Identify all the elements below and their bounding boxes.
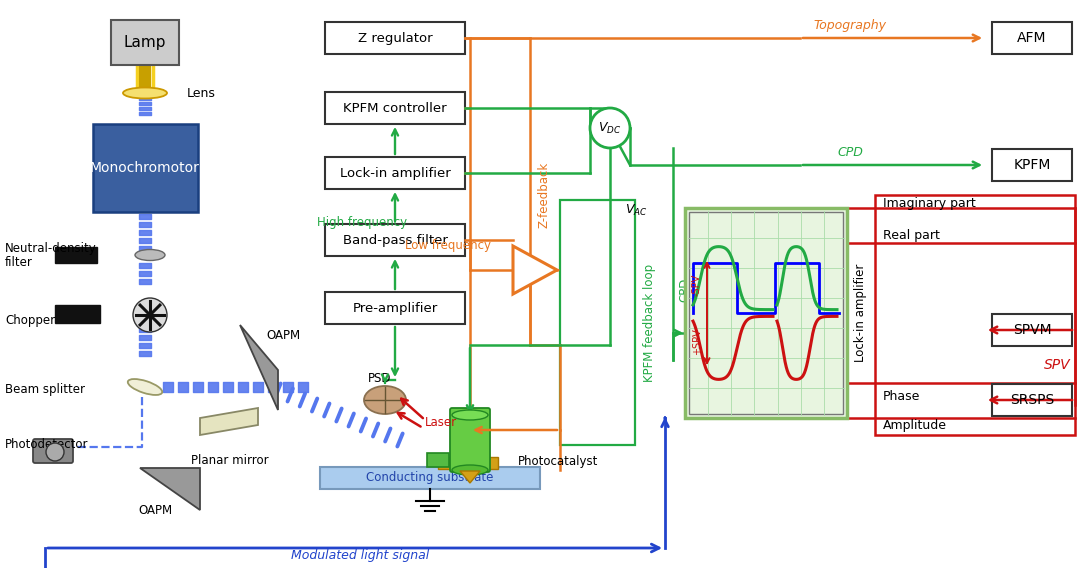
FancyBboxPatch shape — [685, 208, 847, 418]
Ellipse shape — [127, 379, 162, 395]
Text: CPD: CPD — [678, 278, 691, 302]
Text: PSD: PSD — [368, 371, 392, 385]
FancyBboxPatch shape — [438, 457, 498, 469]
Text: $V_{AC}$: $V_{AC}$ — [625, 202, 648, 218]
Text: Pre-amplifier: Pre-amplifier — [352, 302, 437, 315]
Polygon shape — [240, 325, 278, 410]
Text: Z regulator: Z regulator — [357, 31, 432, 44]
Text: Monochromotor: Monochromotor — [90, 161, 200, 175]
Text: Band-pass filter: Band-pass filter — [342, 233, 447, 247]
Text: Imaginary part: Imaginary part — [883, 197, 975, 210]
FancyBboxPatch shape — [325, 292, 465, 324]
Text: High frequency: High frequency — [318, 215, 407, 228]
Text: Real part: Real part — [883, 228, 940, 241]
FancyBboxPatch shape — [55, 247, 97, 263]
FancyBboxPatch shape — [993, 384, 1072, 416]
Text: OAPM: OAPM — [266, 328, 300, 341]
Text: Planar mirror: Planar mirror — [191, 453, 269, 466]
Text: +SPV: +SPV — [692, 328, 702, 354]
Circle shape — [590, 108, 630, 148]
Text: Photocatalyst: Photocatalyst — [518, 456, 598, 469]
Ellipse shape — [135, 249, 165, 261]
Text: Chopper: Chopper — [5, 314, 55, 327]
Polygon shape — [140, 468, 200, 510]
Text: Conducting substrate: Conducting substrate — [366, 471, 494, 485]
FancyBboxPatch shape — [139, 65, 151, 89]
Text: Amplitude: Amplitude — [883, 419, 947, 432]
Text: Beam splitter: Beam splitter — [5, 383, 85, 396]
Text: Photodetector: Photodetector — [5, 437, 89, 450]
FancyBboxPatch shape — [93, 124, 198, 212]
FancyBboxPatch shape — [33, 439, 73, 463]
Circle shape — [46, 443, 64, 461]
FancyBboxPatch shape — [320, 467, 540, 489]
Text: $V_{DC}$: $V_{DC}$ — [598, 120, 622, 136]
Ellipse shape — [123, 87, 167, 98]
Circle shape — [133, 298, 167, 332]
Text: Phase: Phase — [883, 391, 920, 403]
Ellipse shape — [453, 465, 488, 475]
FancyBboxPatch shape — [993, 149, 1072, 181]
Text: OAPM: OAPM — [138, 503, 172, 516]
FancyBboxPatch shape — [325, 22, 465, 54]
Text: -SPV: -SPV — [692, 274, 702, 296]
Ellipse shape — [364, 386, 406, 414]
Text: KPFM feedback loop: KPFM feedback loop — [643, 264, 656, 382]
Polygon shape — [460, 471, 480, 483]
FancyBboxPatch shape — [111, 19, 179, 65]
Text: Lock-in amplifier: Lock-in amplifier — [339, 166, 450, 179]
Text: filter: filter — [5, 256, 32, 269]
FancyBboxPatch shape — [427, 453, 449, 467]
FancyBboxPatch shape — [325, 224, 465, 256]
Text: SPV: SPV — [1043, 358, 1070, 372]
Text: KPFM controller: KPFM controller — [343, 102, 447, 115]
Text: Neutral-density: Neutral-density — [5, 241, 97, 254]
Text: Low frequency: Low frequency — [405, 239, 491, 252]
Text: Lamp: Lamp — [124, 35, 166, 49]
Text: KPFM: KPFM — [1013, 158, 1051, 172]
FancyBboxPatch shape — [325, 157, 465, 189]
Text: CPD: CPD — [837, 145, 863, 158]
Ellipse shape — [453, 410, 488, 420]
Text: AFM: AFM — [1017, 31, 1047, 45]
Text: SRSPS: SRSPS — [1010, 393, 1054, 407]
Text: Topography: Topography — [813, 19, 887, 31]
FancyBboxPatch shape — [993, 22, 1072, 54]
Polygon shape — [513, 246, 557, 294]
FancyBboxPatch shape — [450, 408, 490, 472]
Text: Laser: Laser — [426, 416, 457, 428]
FancyBboxPatch shape — [993, 314, 1072, 346]
Text: SPVM: SPVM — [1013, 323, 1051, 337]
Text: Z-feedback: Z-feedback — [538, 162, 551, 228]
FancyBboxPatch shape — [55, 305, 100, 323]
Text: Lock-in amplifier: Lock-in amplifier — [854, 264, 867, 362]
Polygon shape — [200, 408, 258, 435]
Text: Lens: Lens — [187, 86, 216, 99]
FancyBboxPatch shape — [325, 92, 465, 124]
Text: Modulated light signal: Modulated light signal — [291, 549, 429, 562]
